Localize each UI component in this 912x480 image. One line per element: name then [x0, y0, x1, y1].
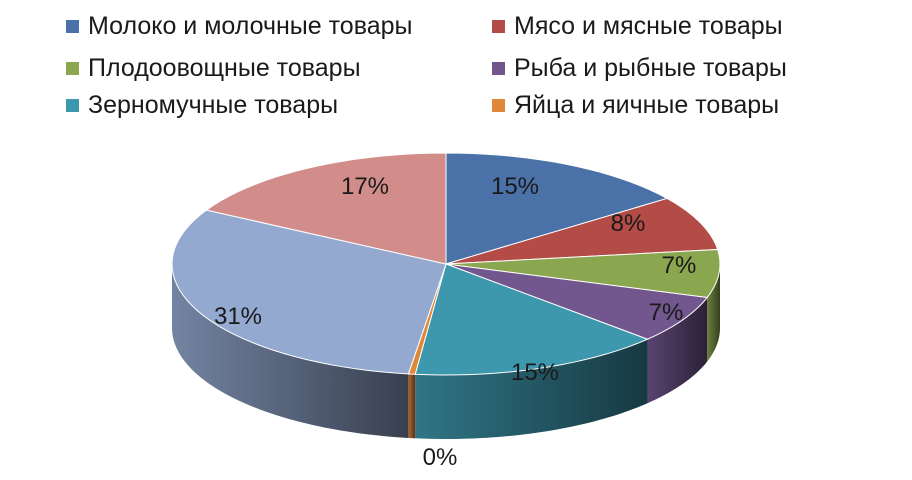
legend-label: Яйца и яичные товары — [514, 91, 780, 119]
pie-data-label: 15% — [491, 173, 539, 200]
pie-slice — [445, 263, 709, 340]
pie-data-label: 7% — [649, 299, 684, 326]
pie-data-label: 0% — [423, 444, 458, 471]
pie-slice — [445, 248, 721, 299]
legend-swatch — [492, 62, 505, 75]
legend-swatch — [66, 20, 79, 33]
pie-data-label: 8% — [611, 210, 646, 237]
pie-data-label: 15% — [511, 359, 559, 386]
legend-entry: Плодоовощные товары — [66, 54, 361, 83]
pie-slice — [445, 152, 669, 265]
pie-slice — [171, 209, 447, 375]
legend-entry: Молоко и молочные товары — [66, 12, 412, 41]
legend-label: Плодоовощные товары — [88, 54, 361, 82]
legend-label: Рыба и рыбные товары — [514, 54, 787, 82]
legend-label: Мясо и мясные товары — [514, 12, 783, 40]
legend-entry: Мясо и мясные товары — [492, 12, 783, 41]
legend-label: Зерномучные товары — [88, 91, 339, 119]
pie-data-label: 31% — [214, 303, 262, 330]
legend-entry: Яйца и яичные товары — [492, 91, 779, 120]
pie-slice — [445, 197, 719, 265]
pie-data-label: 7% — [662, 252, 697, 279]
legend-swatch — [492, 20, 505, 33]
pie-slice — [205, 152, 447, 265]
pie-side-wall — [408, 373, 416, 439]
legend-swatch — [492, 99, 505, 112]
legend-entry: Рыба и рыбные товары — [492, 54, 787, 83]
legend-label: Молоко и молочные товары — [88, 12, 413, 40]
pie-side-wall — [172, 264, 409, 438]
pie-side-wall — [415, 339, 648, 439]
pie-slice — [414, 263, 649, 376]
pie-side-wall — [707, 264, 720, 362]
legend-entry: Зерномучные товары — [66, 91, 338, 120]
legend-swatch — [66, 62, 79, 75]
pie-side-wall — [647, 297, 708, 404]
pie-data-label: 17% — [341, 173, 389, 200]
legend-swatch — [66, 99, 79, 112]
